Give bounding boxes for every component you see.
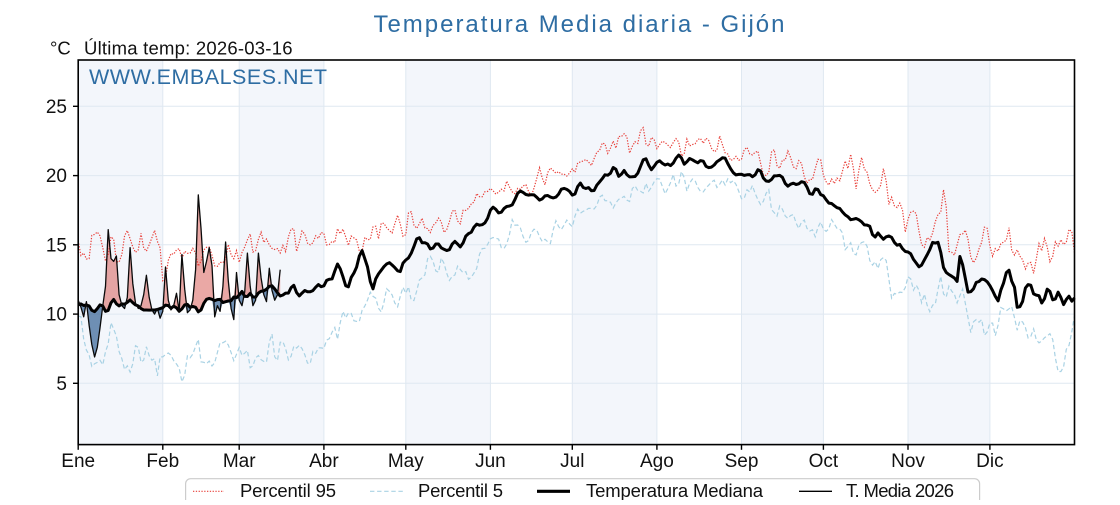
svg-text:20: 20 <box>46 166 67 187</box>
svg-text:T. Media 2026: T. Media 2026 <box>846 480 954 500</box>
svg-text:Temperatura Media diaria - Gij: Temperatura Media diaria - Gijón <box>374 11 785 38</box>
svg-text:Dic: Dic <box>976 451 1003 472</box>
svg-text:Jun: Jun <box>475 451 506 472</box>
svg-text:Mar: Mar <box>223 451 256 472</box>
svg-text:Nov: Nov <box>891 451 925 472</box>
svg-text:Última temp: 2026-03-16: Última temp: 2026-03-16 <box>84 38 293 59</box>
svg-text:5: 5 <box>56 374 67 395</box>
svg-text:Jul: Jul <box>560 451 584 472</box>
svg-text:Ago: Ago <box>640 451 674 472</box>
svg-text:Percentil 95: Percentil 95 <box>240 480 336 500</box>
svg-text:Percentil 5: Percentil 5 <box>418 480 503 500</box>
svg-text:Abr: Abr <box>309 451 339 472</box>
svg-text:Temperatura Mediana: Temperatura Mediana <box>586 480 764 500</box>
svg-text:°C: °C <box>50 38 71 59</box>
svg-text:25: 25 <box>46 97 67 118</box>
svg-text:15: 15 <box>46 235 67 256</box>
svg-text:May: May <box>388 451 424 472</box>
svg-text:Sep: Sep <box>725 451 759 472</box>
svg-text:WWW.EMBALSES.NET: WWW.EMBALSES.NET <box>89 65 327 89</box>
svg-text:10: 10 <box>46 305 67 326</box>
svg-text:Feb: Feb <box>146 451 179 472</box>
svg-text:Oct: Oct <box>809 451 839 472</box>
svg-text:Ene: Ene <box>61 451 95 472</box>
